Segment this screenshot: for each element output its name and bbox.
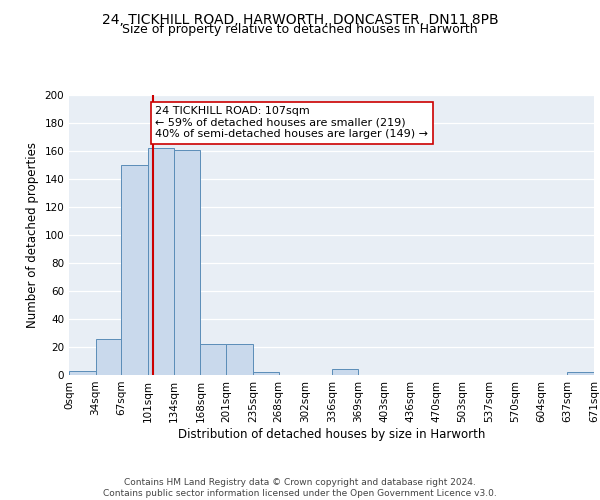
Text: Size of property relative to detached houses in Harworth: Size of property relative to detached ho… (122, 22, 478, 36)
Bar (332, 370, 358, 375)
Bar (69, 371, 95, 375)
Bar (568, 372, 594, 375)
Bar (121, 165, 148, 375)
X-axis label: Distribution of detached houses by size in Harworth: Distribution of detached houses by size … (178, 428, 485, 440)
Text: Contains HM Land Registry data © Crown copyright and database right 2024.
Contai: Contains HM Land Registry data © Crown c… (103, 478, 497, 498)
Bar (174, 150, 200, 375)
Text: 24, TICKHILL ROAD, HARWORTH, DONCASTER, DN11 8PB: 24, TICKHILL ROAD, HARWORTH, DONCASTER, … (101, 12, 499, 26)
Bar (148, 148, 174, 375)
Bar (226, 344, 253, 375)
Bar (200, 344, 226, 375)
Text: 24 TICKHILL ROAD: 107sqm
← 59% of detached houses are smaller (219)
40% of semi-: 24 TICKHILL ROAD: 107sqm ← 59% of detach… (155, 106, 428, 140)
Y-axis label: Number of detached properties: Number of detached properties (26, 142, 39, 328)
Bar (253, 372, 278, 375)
Bar (95, 338, 121, 375)
